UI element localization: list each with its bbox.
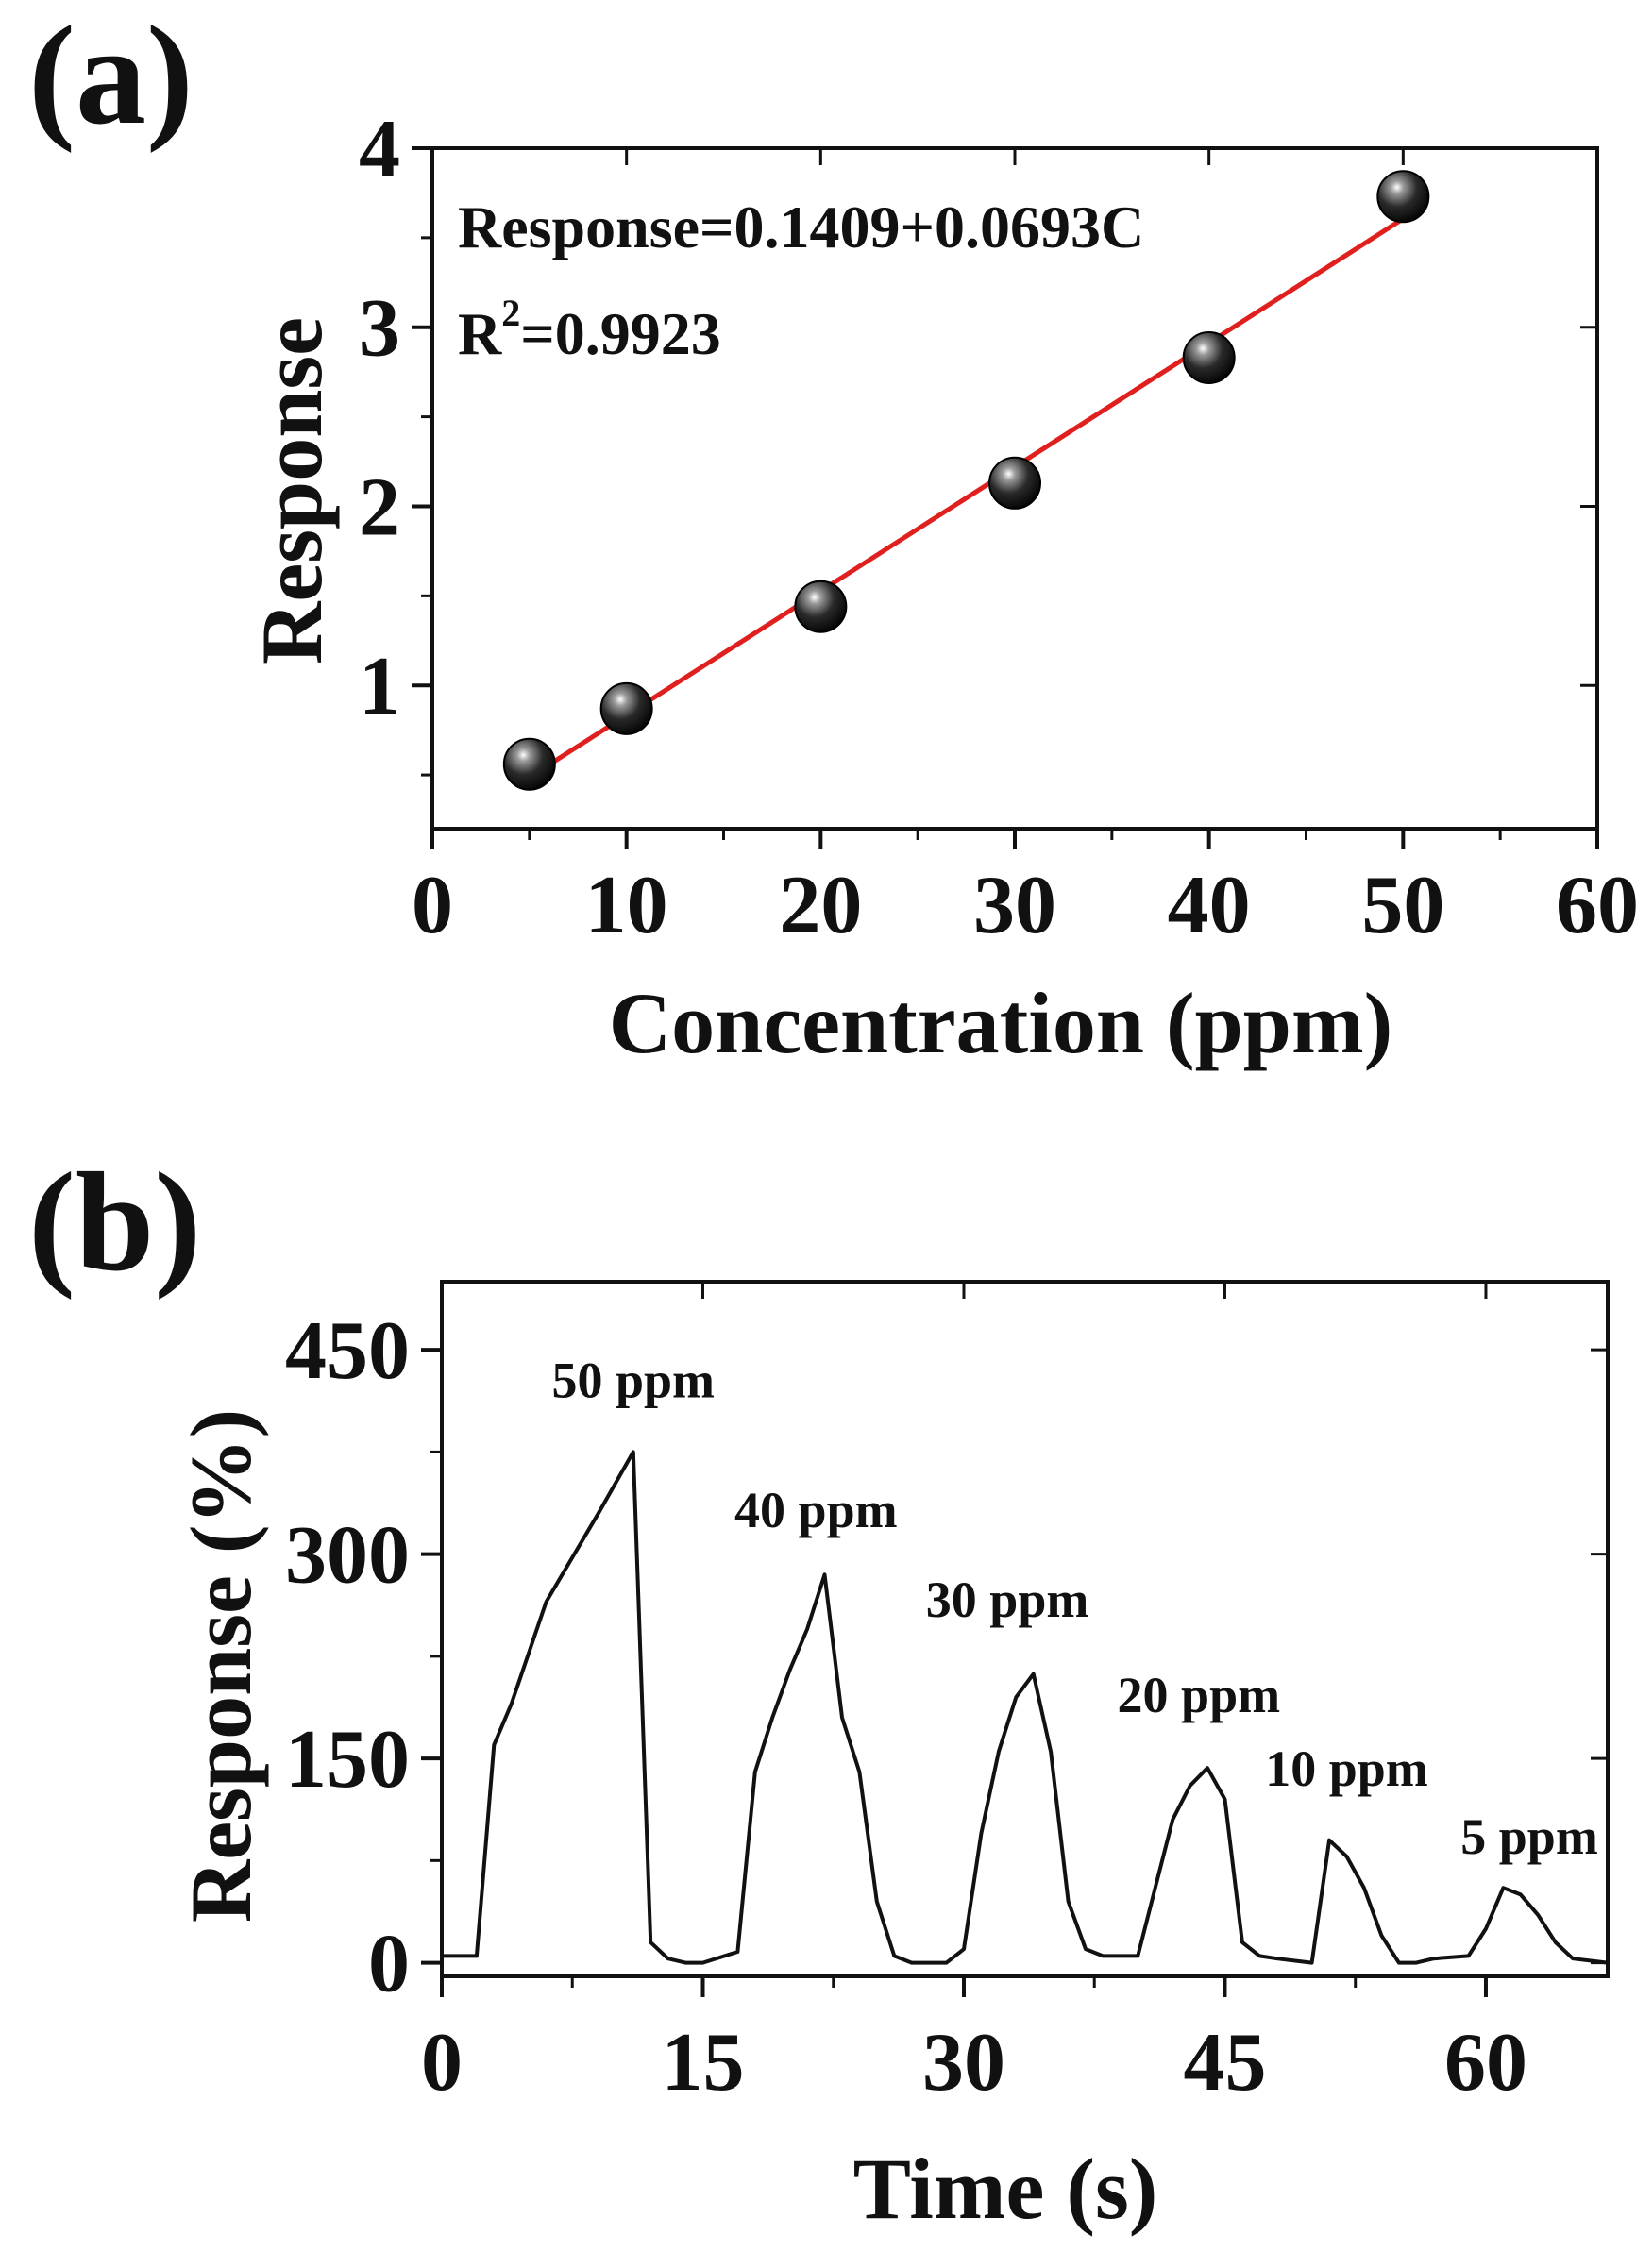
peak-label: 50 ppm [551,1352,715,1409]
y-tick-label: 300 [285,1510,410,1602]
x-tick-label: 20 [779,860,862,951]
x-tick-label: 0 [412,860,453,951]
y-tick-label: 2 [359,462,400,553]
r-squared: R2=0.9923 [458,292,721,367]
data-point [1376,170,1430,224]
panel-a-y-title: Response [244,317,340,664]
data-point [988,456,1041,510]
y-tick-label: 0 [368,1919,410,2010]
panel-b-plot-frame [440,1280,1610,1978]
panel-b-x-title: Time (s) [853,2141,1158,2237]
panel-b: (b) 0 15 30 45 60 0 150 300 450 50 ppm 40 ppm 30 p… [28,1144,1610,2237]
panel-b-series-line [442,1450,1609,1965]
panel-a-label: (a) [28,0,194,154]
y-tick-label: 4 [359,104,400,195]
peak-label: 5 ppm [1460,1808,1598,1865]
panel-a-ticks: 0 10 20 30 40 50 60 1 2 3 4 [359,104,1636,951]
x-tick-label: 30 [922,2017,1005,2108]
panel-b-y-title: Response (%) [173,1409,269,1923]
peak-label: 20 ppm [1118,1667,1281,1723]
peak-label: 40 ppm [734,1482,898,1538]
data-point [794,580,848,633]
data-point [599,681,653,735]
x-tick-label: 40 [1168,860,1251,951]
panel-a-fit-line [528,216,1405,780]
x-tick-label: 0 [421,2017,463,2108]
x-tick-label: 15 [661,2017,744,2108]
r-squared-prefix: R [458,300,502,367]
peak-label: 30 ppm [926,1571,1089,1628]
x-tick-label: 50 [1361,860,1444,951]
panel-a: (a) 0 10 20 30 40 50 60 1 2 3 4 Response=0.1409+0.… [28,0,1636,1071]
y-tick-label: 1 [359,641,400,732]
x-tick-label: 10 [585,860,668,951]
panel-a-x-title: Concentration (ppm) [609,975,1393,1071]
fit-line [528,216,1405,780]
r-squared-value: =0.9923 [520,300,720,367]
data-point [502,737,556,791]
y-tick-label: 150 [285,1714,410,1806]
x-tick-label: 60 [1444,2017,1527,2108]
panel-b-ticks: 0 15 30 45 60 0 150 300 450 [285,1282,1608,2108]
y-tick-label: 3 [359,283,400,375]
data-point [1182,330,1236,384]
x-tick-label: 30 [973,860,1056,951]
panel-a-points [502,170,1430,791]
x-tick-label: 45 [1183,2017,1266,2108]
response-line [442,1450,1609,1965]
panel-b-label: (b) [28,1144,201,1301]
y-tick-label: 450 [285,1305,410,1397]
panel-b-annotations: 50 ppm 40 ppm 30 ppm 20 ppm 10 ppm 5 ppm [551,1352,1597,1865]
peak-label: 10 ppm [1265,1740,1428,1797]
r-squared-sup: 2 [501,292,520,334]
fit-equation: Response=0.1409+0.0693C [458,193,1144,260]
x-tick-label: 60 [1556,860,1636,951]
